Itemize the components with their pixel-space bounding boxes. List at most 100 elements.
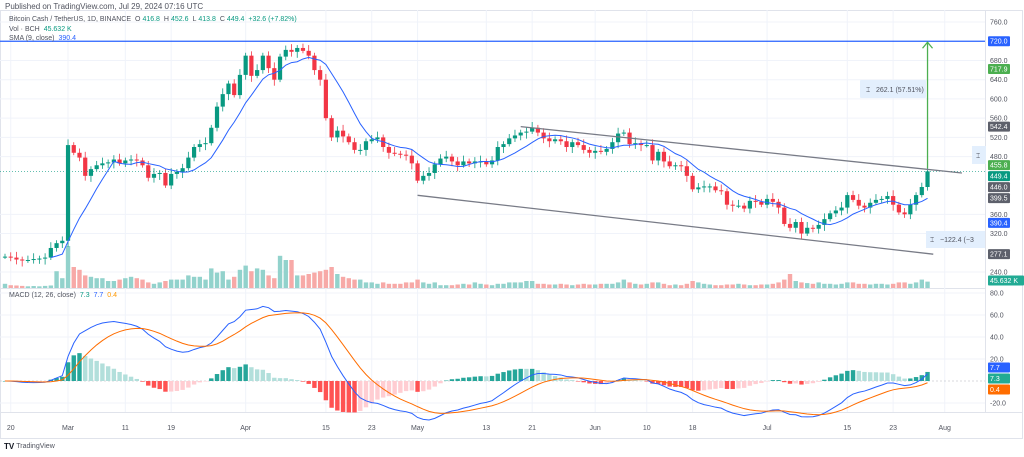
macd-label: MACD (12, 26, close)	[9, 292, 76, 299]
candle-body	[518, 132, 523, 136]
volume-bar	[283, 260, 288, 288]
volume-bar	[908, 283, 913, 288]
candle-body	[713, 186, 718, 191]
volume-bar	[260, 269, 266, 288]
macd-histogram-bar	[466, 377, 472, 381]
macd-histogram-bar	[375, 381, 380, 400]
volume-bar	[151, 283, 157, 288]
macd-histogram-bar	[358, 381, 363, 411]
macd-legend[interactable]: MACD (12, 26, close) 7.3 7.7 0.4	[9, 292, 119, 299]
volume-bar	[518, 282, 523, 288]
axis-value-tag-text: 390.4	[990, 220, 1008, 227]
volume-bar	[432, 282, 437, 288]
macd-histogram-bar	[541, 372, 546, 381]
x-tick-label: May	[411, 425, 425, 432]
volume-bar	[386, 283, 392, 288]
volume-bar	[94, 278, 99, 288]
volume-bar	[415, 279, 420, 288]
candle-body	[570, 142, 575, 148]
candle-body	[20, 259, 25, 261]
axis-value-tag	[988, 193, 1010, 204]
macd-histogram-bar	[524, 368, 529, 381]
volume-bar	[117, 279, 122, 288]
candle-body	[237, 74, 243, 96]
axis-value-tag	[988, 249, 1010, 260]
volume-value: 45.632 K	[43, 26, 72, 33]
volume-bar	[203, 279, 208, 288]
volume-bar	[289, 260, 294, 288]
macd-hist-value: 7.3	[79, 292, 90, 299]
macd-histogram-bar	[638, 380, 644, 382]
volume-bar	[209, 268, 214, 288]
volume-bar	[570, 285, 575, 288]
macd-histogram-bar	[197, 381, 203, 383]
macd-histogram-bar	[701, 381, 707, 391]
measure-label-box-down	[926, 231, 985, 248]
macd-histogram-bar	[644, 381, 649, 382]
volume-bar	[277, 255, 283, 288]
volume-bar	[747, 285, 753, 288]
macd-histogram-bar	[37, 381, 42, 382]
candle-body	[845, 195, 850, 208]
volume-bar	[168, 279, 174, 288]
volume-bar	[816, 282, 821, 288]
macd-histogram-bar	[403, 381, 409, 392]
volume-bar	[54, 271, 59, 288]
volume-bar	[335, 274, 340, 288]
macd-histogram-bar	[237, 366, 243, 381]
candle-body	[719, 190, 724, 192]
volume-bar	[707, 284, 712, 288]
macd-histogram-bar	[346, 381, 351, 413]
macd-histogram-bar	[295, 380, 300, 381]
candle-body	[88, 169, 94, 176]
candle-body	[512, 135, 518, 139]
macd-histogram-bar	[340, 381, 346, 412]
candle-body	[318, 70, 323, 80]
candle-body	[369, 139, 374, 142]
sma-value: 390.4	[58, 35, 76, 42]
macd-histogram-bar	[501, 372, 506, 381]
macd-histogram-bar	[873, 372, 879, 381]
sma-legend[interactable]: SMA (9, close) 390.4	[9, 35, 78, 42]
candle-body	[919, 187, 924, 196]
candle-body	[776, 201, 781, 208]
volume-bar	[220, 271, 225, 288]
candle-body	[272, 68, 277, 80]
candle-body	[638, 143, 644, 146]
axis-value-tag	[988, 36, 1010, 47]
volume-bar	[249, 271, 254, 288]
volume-bar	[146, 282, 151, 288]
volume-bar	[547, 284, 552, 288]
candle-body	[134, 159, 139, 161]
macd-histogram-bar	[747, 381, 753, 386]
macd-histogram-bar	[369, 381, 374, 404]
macd-line-value: 7.7	[93, 292, 104, 299]
open-label: O	[134, 16, 141, 23]
volume-legend[interactable]: Vol · BCH 45.632 K	[9, 26, 74, 33]
volume-bar	[638, 284, 644, 288]
symbol-title[interactable]: Bitcoin Cash / TetherUS, 1D, BINANCE	[9, 16, 132, 23]
candle-body	[249, 55, 254, 76]
candle-body	[730, 204, 735, 206]
candle-body	[736, 205, 741, 207]
candle-body	[891, 196, 896, 205]
macd-histogram-bar	[100, 363, 105, 381]
candle-body	[564, 141, 569, 148]
tradingview-logo[interactable]: TV TradingView	[4, 442, 55, 451]
x-tick-label: Mar	[62, 425, 75, 432]
macd-histogram-bar	[730, 381, 735, 390]
candle-body	[799, 222, 804, 234]
macd-histogram-bar	[581, 381, 586, 383]
volume-bar	[31, 286, 36, 288]
candle-body	[587, 149, 592, 153]
macd-histogram-bar	[232, 368, 237, 381]
macd-histogram-bar	[764, 381, 770, 382]
volume-bar	[369, 282, 374, 288]
macd-histogram-bar	[260, 369, 266, 381]
macd-histogram-bar	[724, 381, 730, 389]
volume-bar	[730, 284, 735, 288]
macd-histogram-bar	[352, 381, 357, 413]
candle-body	[421, 175, 426, 181]
macd-histogram-bar	[816, 381, 821, 382]
